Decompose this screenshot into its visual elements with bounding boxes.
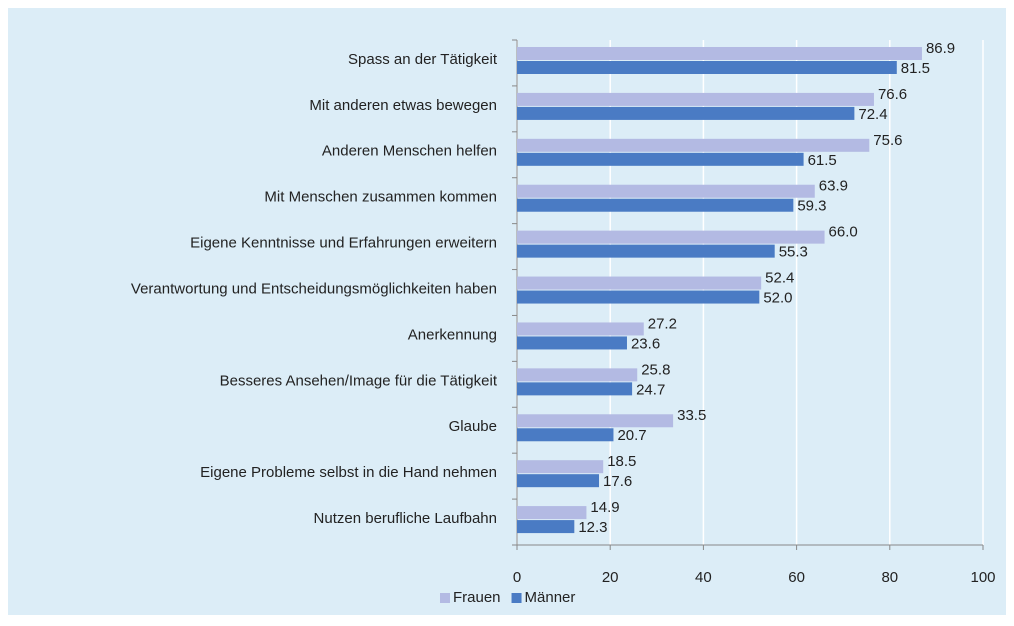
x-tick-label: 80: [881, 569, 898, 586]
y-tick-label: Anderen Menschen helfen: [322, 143, 497, 160]
y-tick-label: Glaube: [449, 418, 497, 435]
bar: [517, 322, 644, 336]
bar: [517, 460, 604, 474]
value-label: 14.9: [590, 499, 619, 516]
legend-swatch: [511, 593, 522, 603]
value-label: 33.5: [677, 407, 706, 424]
bar: [517, 61, 897, 74]
bar: [517, 414, 674, 428]
x-tick-label: 0: [513, 569, 521, 586]
value-label: 52.4: [765, 270, 794, 287]
y-tick-label: Nutzen berufliche Laufbahn: [314, 510, 497, 527]
legend-swatch: [440, 593, 450, 603]
value-label: 25.8: [641, 361, 670, 378]
bar: [517, 138, 870, 152]
x-tick-label: 60: [788, 569, 805, 586]
bar: [517, 47, 922, 60]
bar: [517, 428, 614, 442]
legend-label: Frauen: [453, 589, 501, 606]
y-tick-label: Verantwortung und Entscheidungsmöglichke…: [131, 280, 497, 297]
value-label: 12.3: [578, 519, 607, 536]
bar: [517, 506, 587, 520]
value-label: 27.2: [648, 315, 677, 332]
value-label: 81.5: [901, 60, 930, 77]
value-label: 75.6: [873, 132, 902, 149]
value-label: 20.7: [617, 427, 646, 444]
bar: [517, 520, 575, 534]
value-label: 18.5: [607, 453, 636, 470]
value-label: 17.6: [603, 473, 632, 490]
y-tick-label: Mit anderen etwas bewegen: [309, 97, 497, 114]
bar: [517, 198, 794, 212]
x-tick-label: 40: [695, 569, 712, 586]
bar: [517, 336, 627, 350]
bar: [517, 276, 762, 290]
y-tick-label: Eigene Probleme selbst in die Hand nehme…: [200, 464, 497, 481]
bar: [517, 244, 775, 258]
bar: [517, 230, 825, 244]
bar: [517, 92, 874, 106]
value-label: 63.9: [819, 178, 848, 195]
y-tick-label: Mit Menschen zusammen kommen: [264, 189, 497, 206]
bar: [517, 382, 633, 396]
value-label: 24.7: [636, 381, 665, 398]
legend-label: Männer: [525, 589, 576, 606]
x-tick-label: 100: [970, 569, 995, 586]
value-label: 59.3: [797, 198, 826, 215]
bar: [517, 474, 600, 488]
bar: [517, 106, 855, 120]
y-tick-label: Besseres Ansehen/Image für die Tätigkeit: [220, 372, 498, 389]
value-label: 76.6: [878, 86, 907, 103]
value-label: 61.5: [808, 152, 837, 169]
bar: [517, 184, 815, 198]
bar: [517, 152, 804, 166]
value-label: 86.9: [926, 40, 955, 57]
value-label: 52.0: [763, 290, 792, 307]
value-label: 23.6: [631, 335, 660, 352]
bar: [517, 368, 638, 382]
value-label: 72.4: [858, 106, 887, 123]
bar: [517, 290, 760, 304]
y-tick-label: Eigene Kenntnisse und Erfahrungen erweit…: [190, 235, 497, 252]
y-tick-label: Spass an der Tätigkeit: [348, 51, 498, 68]
y-tick-label: Anerkennung: [408, 326, 497, 343]
value-label: 66.0: [829, 224, 858, 241]
x-tick-label: 20: [602, 569, 619, 586]
value-label: 55.3: [779, 244, 808, 261]
